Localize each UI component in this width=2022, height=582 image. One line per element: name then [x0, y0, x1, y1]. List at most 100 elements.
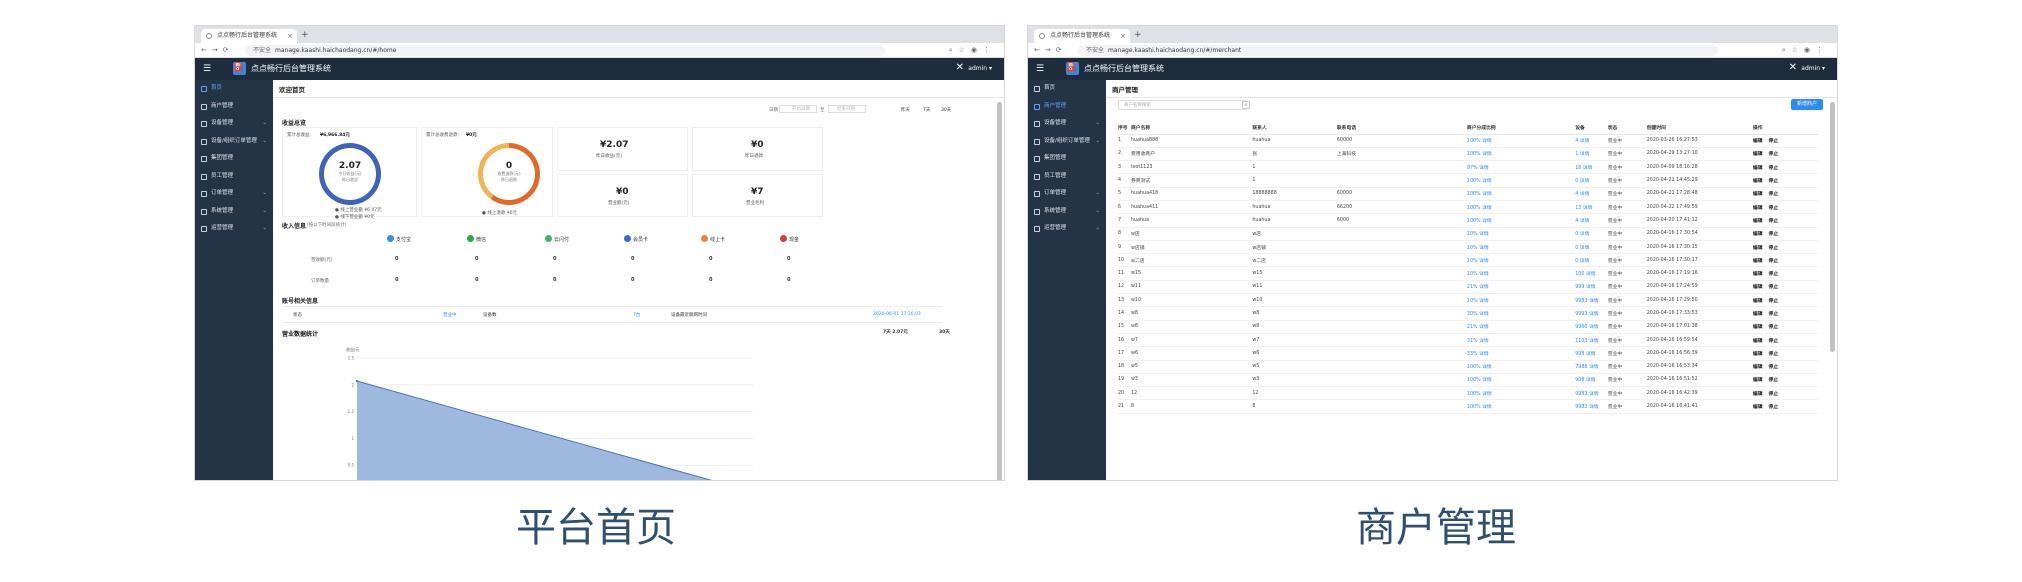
sidebar-item-system[interactable]: 系统管理 ⌄ [195, 203, 273, 221]
sidebar-item-merchant[interactable]: 商户管理 [195, 98, 273, 116]
sidebar-item-home[interactable]: 首页 [1028, 80, 1106, 98]
stop-button[interactable]: 停止 [1768, 165, 1779, 171]
edit-button[interactable]: 编辑 [1752, 312, 1763, 317]
sidebar-item-staff[interactable]: 员工管理 [195, 168, 273, 186]
sidebar-item-group[interactable]: 集团管理 [1028, 150, 1106, 168]
sidebar-item-merchant[interactable]: 商户管理 [1028, 98, 1106, 116]
stop-button[interactable]: 停止 [1768, 312, 1779, 317]
nav-buttons[interactable]: ←→⟳ [1034, 46, 1067, 54]
cell-ratio[interactable]: 10% 详情 [1466, 240, 1576, 255]
sidebar-item-home[interactable]: 首页 [195, 80, 273, 98]
edit-button[interactable]: 编辑 [1752, 165, 1763, 171]
filter-yesterday[interactable]: 昨天 [901, 108, 910, 113]
cell-device[interactable]: 998 详情 [1575, 346, 1608, 361]
cell-ratio[interactable]: 100% 详情 [1466, 360, 1576, 374]
merchant-search-input[interactable]: 商户名称搜索 [1118, 100, 1248, 110]
cell-device[interactable]: 908 详情 [1575, 373, 1608, 388]
stop-button[interactable]: 停止 [1768, 258, 1779, 264]
new-tab-icon[interactable]: + [1134, 30, 1142, 40]
stop-button[interactable]: 停止 [1768, 152, 1779, 158]
add-merchant-button[interactable]: 新增商户 [1791, 99, 1823, 110]
stop-button[interactable]: 停止 [1768, 351, 1779, 357]
sidebar-item-orders[interactable]: 订单管理 ⌄ [195, 185, 273, 203]
close-tab-icon[interactable]: × [287, 32, 293, 40]
edit-button[interactable]: 编辑 [1752, 205, 1763, 211]
edit-button[interactable]: 编辑 [1752, 405, 1763, 411]
cell-device[interactable]: 9993 详情 [1575, 306, 1608, 321]
cell-device[interactable]: 4 详情 [1575, 213, 1608, 228]
menu-toggle-icon[interactable]: ☰ [1036, 64, 1045, 74]
cell-ratio[interactable]: 100% 详情 [1466, 200, 1576, 215]
url-field[interactable]: 不安全 manage.kaashi.haichaodang.cn/#/home [245, 45, 885, 56]
sidebar-item-device[interactable]: 设备管理 ⌄ [195, 115, 273, 133]
edit-button[interactable]: 编辑 [1752, 351, 1763, 357]
cell-ratio[interactable]: 100% 详情 [1466, 386, 1576, 401]
end-date-input[interactable]: 结束日期 [828, 105, 866, 113]
cell-ratio[interactable]: 10% 详情 [1466, 253, 1576, 268]
cell-device[interactable]: 0 详情 [1575, 253, 1608, 268]
cell-ratio[interactable]: 10% 详情 [1466, 266, 1576, 281]
scrollbar[interactable] [1830, 102, 1835, 352]
stop-button[interactable]: 停止 [1768, 325, 1779, 331]
stop-button[interactable]: 停止 [1768, 139, 1779, 145]
cell-device[interactable]: 1 详情 [1575, 147, 1608, 162]
sidebar-item-device-order[interactable]: 设备/组织订单管理 ⌄ [1028, 133, 1106, 151]
nav-buttons[interactable]: ←→⟳ [201, 46, 234, 54]
cell-ratio[interactable]: 21% 详情 [1466, 280, 1576, 295]
sidebar-item-device[interactable]: 设备管理 ⌄ [1028, 115, 1106, 133]
edit-button[interactable]: 编辑 [1752, 192, 1763, 198]
cell-device[interactable]: 999 详情 [1575, 280, 1608, 295]
cell-ratio[interactable]: 100% 详情 [1466, 399, 1576, 414]
cell-ratio[interactable]: 100% 详情 [1466, 147, 1576, 162]
cell-device[interactable]: 13 详情 [1575, 200, 1608, 215]
cell-device[interactable]: 0 详情 [1575, 240, 1608, 255]
cell-device[interactable]: 4 详情 [1575, 187, 1608, 201]
edit-button[interactable]: 编辑 [1752, 152, 1763, 158]
cell-device[interactable]: 7988 详情 [1575, 360, 1608, 374]
user-menu[interactable]: admin ▾ [1801, 65, 1825, 72]
sidebar-item-orders[interactable]: 订单管理 ⌄ [1028, 185, 1106, 203]
sidebar-item-device-order[interactable]: 设备/组织订单管理 ⌄ [195, 133, 273, 151]
cell-device[interactable]: 100 详情 [1575, 266, 1608, 281]
close-tab-icon[interactable]: × [1120, 32, 1126, 40]
cell-device[interactable]: 9983 详情 [1575, 386, 1608, 401]
cell-device[interactable]: 16 详情 [1575, 160, 1608, 175]
stop-button[interactable]: 停止 [1768, 218, 1779, 224]
cell-ratio[interactable]: 100% 详情 [1466, 213, 1576, 228]
stop-button[interactable]: 停止 [1768, 391, 1779, 397]
menu-toggle-icon[interactable]: ☰ [203, 64, 212, 74]
edit-button[interactable]: 编辑 [1752, 378, 1763, 384]
browser-toolbar-icons[interactable]: ⌕☆◉⋮ [1781, 46, 1829, 54]
edit-button[interactable]: 编辑 [1752, 245, 1763, 251]
new-tab-icon[interactable]: + [301, 30, 309, 40]
stop-button[interactable]: 停止 [1768, 298, 1779, 304]
edit-button[interactable]: 编辑 [1752, 272, 1763, 278]
filter-7days[interactable]: 7天 [923, 108, 931, 113]
fullscreen-icon[interactable]: ✕ [1788, 62, 1797, 73]
edit-button[interactable]: 编辑 [1752, 298, 1763, 304]
sidebar-item-staff[interactable]: 员工管理 [1028, 168, 1106, 186]
cell-ratio[interactable]: 100% 详情 [1466, 373, 1576, 388]
edit-button[interactable]: 编辑 [1752, 325, 1763, 331]
stop-button[interactable]: 停止 [1768, 205, 1779, 211]
stop-button[interactable]: 停止 [1768, 365, 1779, 371]
data-point[interactable] [355, 379, 359, 383]
cell-device[interactable]: 0 详情 [1575, 227, 1608, 241]
edit-button[interactable]: 编辑 [1752, 391, 1763, 397]
cell-ratio[interactable]: 100% 详情 [1466, 173, 1576, 188]
sidebar-item-system[interactable]: 系统管理 ⌄ [1028, 203, 1106, 221]
edit-button[interactable]: 编辑 [1752, 218, 1763, 224]
stop-button[interactable]: 停止 [1768, 245, 1779, 251]
stop-button[interactable]: 停止 [1768, 179, 1779, 185]
cell-device[interactable]: 0 详情 [1575, 173, 1608, 188]
sidebar-item-group[interactable]: 集团管理 [195, 150, 273, 168]
stop-button[interactable]: 停止 [1768, 405, 1779, 411]
filter-30days[interactable]: 30天 [941, 108, 952, 113]
cell-ratio[interactable]: 33% 详情 [1466, 346, 1576, 361]
search-icon[interactable]: ⌕ [1242, 101, 1250, 109]
browser-toolbar-icons[interactable]: ⌕☆◉⋮ [948, 46, 996, 54]
chart-30day-button[interactable]: 30天 [939, 330, 950, 335]
edit-button[interactable]: 编辑 [1752, 139, 1763, 145]
url-field[interactable]: 不安全 manage.kaashi.haichaodang.cn/#/mercha… [1078, 45, 1718, 56]
cell-ratio[interactable]: 10% 详情 [1466, 293, 1576, 308]
